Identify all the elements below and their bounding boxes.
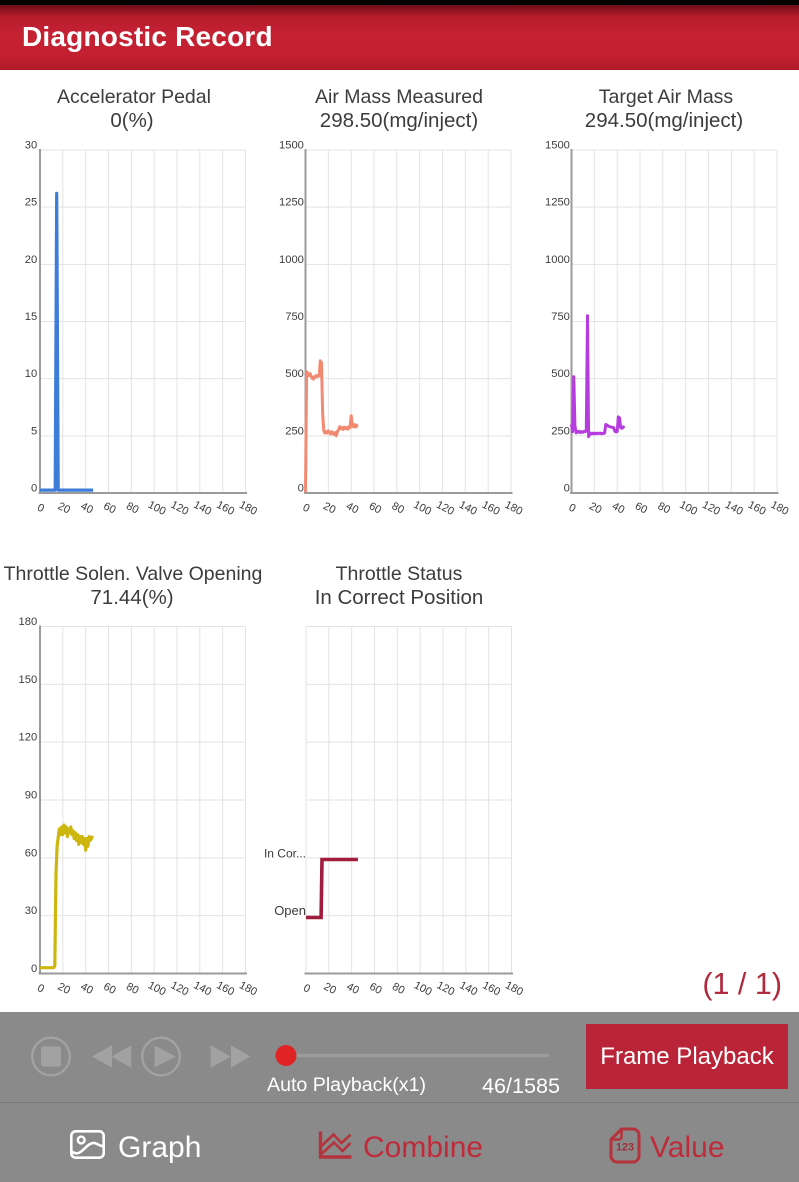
svg-text:160: 160 bbox=[214, 979, 236, 998]
svg-text:60: 60 bbox=[101, 981, 117, 997]
svg-text:0: 0 bbox=[567, 502, 578, 515]
svg-text:160: 160 bbox=[480, 499, 502, 518]
svg-text:160: 160 bbox=[214, 499, 236, 518]
svg-text:25: 25 bbox=[25, 197, 37, 209]
svg-text:0: 0 bbox=[35, 502, 46, 515]
svg-text:120: 120 bbox=[434, 499, 456, 518]
svg-text:40: 40 bbox=[610, 500, 626, 516]
svg-text:180: 180 bbox=[769, 499, 791, 518]
svg-text:0: 0 bbox=[564, 483, 570, 495]
svg-text:1250: 1250 bbox=[279, 197, 304, 209]
svg-text:500: 500 bbox=[551, 368, 570, 380]
svg-text:15: 15 bbox=[25, 311, 37, 323]
svg-text:100: 100 bbox=[146, 979, 168, 998]
svg-text:60: 60 bbox=[367, 500, 383, 516]
svg-text:0: 0 bbox=[35, 982, 46, 995]
svg-text:0: 0 bbox=[298, 483, 304, 495]
svg-text:100: 100 bbox=[411, 499, 433, 518]
svg-text:120: 120 bbox=[169, 979, 191, 998]
svg-text:180: 180 bbox=[19, 616, 38, 628]
svg-text:10: 10 bbox=[25, 368, 37, 380]
svg-text:250: 250 bbox=[285, 425, 304, 437]
svg-text:100: 100 bbox=[146, 499, 168, 518]
svg-text:160: 160 bbox=[746, 499, 768, 518]
svg-text:140: 140 bbox=[457, 979, 479, 998]
svg-text:Open: Open bbox=[274, 903, 306, 918]
svg-text:30: 30 bbox=[25, 905, 37, 917]
svg-text:160: 160 bbox=[480, 979, 502, 998]
svg-text:140: 140 bbox=[457, 499, 479, 518]
svg-text:80: 80 bbox=[390, 500, 406, 516]
svg-text:40: 40 bbox=[79, 981, 95, 997]
svg-text:750: 750 bbox=[285, 311, 304, 323]
svg-text:1000: 1000 bbox=[545, 254, 570, 266]
svg-text:180: 180 bbox=[237, 979, 259, 998]
svg-text:180: 180 bbox=[237, 499, 259, 518]
svg-text:120: 120 bbox=[169, 499, 191, 518]
svg-text:20: 20 bbox=[321, 500, 337, 516]
svg-text:120: 120 bbox=[700, 499, 722, 518]
svg-text:0: 0 bbox=[301, 502, 312, 515]
svg-text:40: 40 bbox=[344, 500, 360, 516]
svg-text:180: 180 bbox=[503, 499, 525, 518]
svg-text:100: 100 bbox=[412, 979, 434, 998]
svg-text:120: 120 bbox=[435, 979, 457, 998]
svg-text:60: 60 bbox=[367, 981, 383, 997]
svg-text:1500: 1500 bbox=[279, 140, 304, 152]
svg-text:1000: 1000 bbox=[279, 254, 304, 266]
svg-text:140: 140 bbox=[191, 979, 213, 998]
svg-text:80: 80 bbox=[656, 500, 672, 516]
svg-text:20: 20 bbox=[25, 254, 37, 266]
svg-text:0: 0 bbox=[31, 483, 37, 495]
svg-text:1500: 1500 bbox=[545, 140, 570, 152]
svg-text:250: 250 bbox=[551, 425, 570, 437]
svg-text:140: 140 bbox=[191, 499, 213, 518]
svg-text:20: 20 bbox=[587, 500, 603, 516]
svg-text:60: 60 bbox=[101, 500, 117, 516]
svg-text:20: 20 bbox=[322, 981, 338, 997]
svg-text:180: 180 bbox=[503, 979, 525, 998]
svg-text:140: 140 bbox=[723, 499, 745, 518]
svg-text:80: 80 bbox=[390, 981, 406, 997]
svg-text:100: 100 bbox=[677, 499, 699, 518]
svg-text:40: 40 bbox=[79, 500, 95, 516]
svg-text:60: 60 bbox=[633, 500, 649, 516]
svg-text:750: 750 bbox=[551, 311, 570, 323]
svg-text:5: 5 bbox=[31, 425, 37, 437]
svg-text:20: 20 bbox=[56, 500, 72, 516]
svg-text:90: 90 bbox=[25, 790, 37, 802]
svg-text:0: 0 bbox=[31, 963, 37, 975]
svg-text:60: 60 bbox=[25, 847, 37, 859]
svg-text:40: 40 bbox=[345, 981, 361, 997]
svg-text:20: 20 bbox=[56, 981, 72, 997]
svg-text:In Cor...: In Cor... bbox=[264, 847, 306, 861]
svg-text:1250: 1250 bbox=[545, 197, 570, 209]
svg-text:80: 80 bbox=[124, 981, 140, 997]
svg-text:150: 150 bbox=[19, 674, 38, 686]
svg-text:0: 0 bbox=[301, 982, 312, 995]
svg-text:123: 123 bbox=[616, 1142, 634, 1154]
svg-text:80: 80 bbox=[124, 500, 140, 516]
svg-text:30: 30 bbox=[25, 140, 37, 152]
svg-text:120: 120 bbox=[19, 732, 38, 744]
svg-text:500: 500 bbox=[285, 368, 304, 380]
